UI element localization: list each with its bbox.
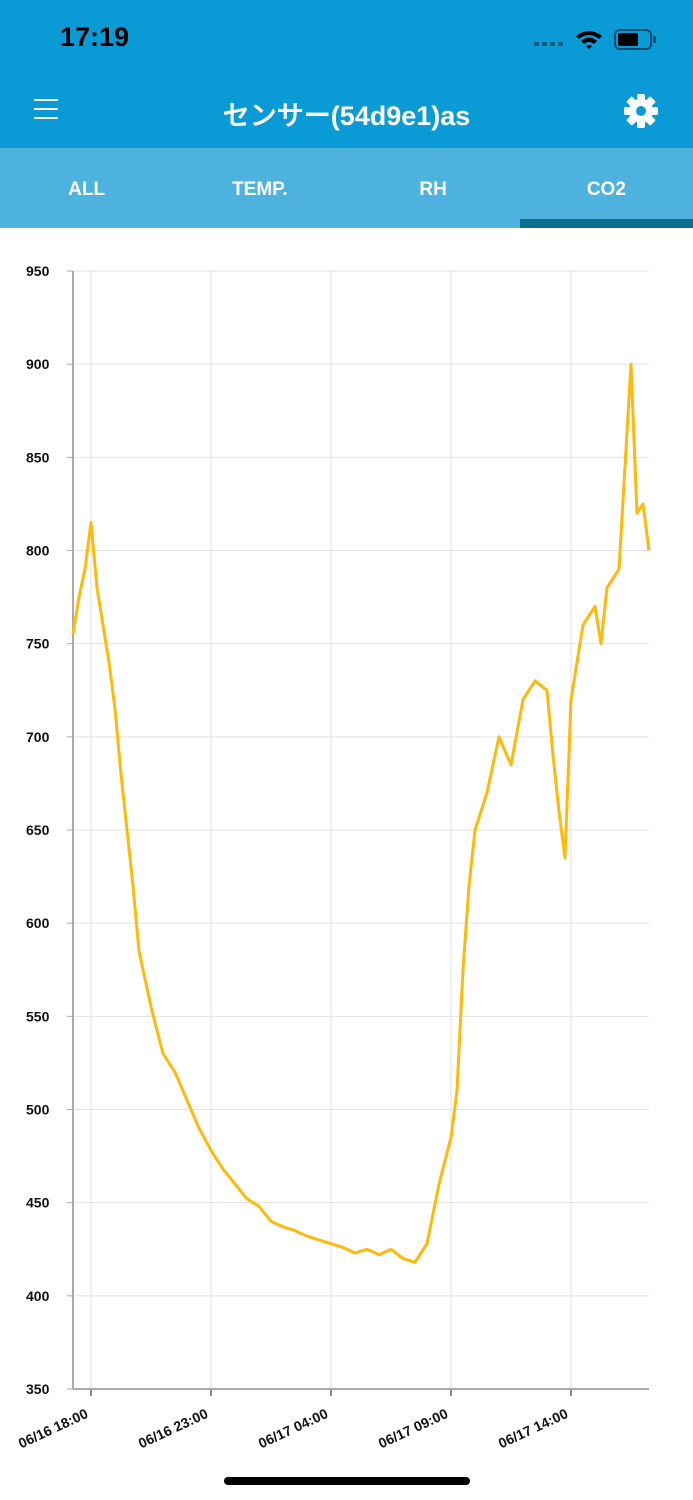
x-tick-label: 06/16 23:00: [136, 1405, 211, 1451]
tab-active[interactable]: CO2: [519, 148, 693, 228]
y-tick-label: 850: [26, 449, 50, 465]
app-bar: 17:19 センサー(54d9e1)as: [0, 0, 693, 148]
screen-title: センサー(54d9e1)as: [222, 101, 471, 131]
chart: 350 400 450 500 550 600 650 700 750 800 850 900 950 0…: [16, 263, 651, 1451]
y-tick-label: 950: [26, 263, 50, 279]
y-tick-label: 800: [26, 543, 50, 559]
data-line: [71, 362, 651, 1264]
menu-button[interactable]: [33, 98, 59, 120]
tab-bar: ALL TEMP. RH CO2: [0, 148, 693, 228]
status-icons: [534, 29, 656, 50]
y-tick-label: 400: [26, 1288, 50, 1304]
y-tick-label: 350: [26, 1381, 50, 1397]
y-tick-label: 500: [26, 1102, 50, 1118]
tab[interactable]: ALL: [68, 179, 106, 200]
tab[interactable]: RH: [419, 179, 447, 200]
y-tick-label: 450: [26, 1195, 50, 1211]
y-tick-label: 600: [26, 915, 50, 931]
tab[interactable]: TEMP.: [232, 179, 288, 200]
x-tick-label: 06/17 14:00: [496, 1405, 571, 1451]
y-tick-label: 750: [26, 636, 50, 652]
y-tick-label: 650: [26, 822, 50, 838]
home-indicator: [224, 1477, 470, 1485]
y-tick-label: 900: [26, 356, 50, 372]
x-tick-label: 06/16 18:00: [16, 1405, 91, 1451]
settings-button[interactable]: [622, 92, 660, 130]
y-tick-label: 550: [26, 1008, 50, 1024]
status-time: 17:19: [60, 22, 130, 52]
x-tick-label: 06/17 04:00: [256, 1405, 331, 1451]
y-tick-label: 700: [26, 729, 50, 745]
x-tick-label: 06/17 09:00: [376, 1405, 451, 1451]
